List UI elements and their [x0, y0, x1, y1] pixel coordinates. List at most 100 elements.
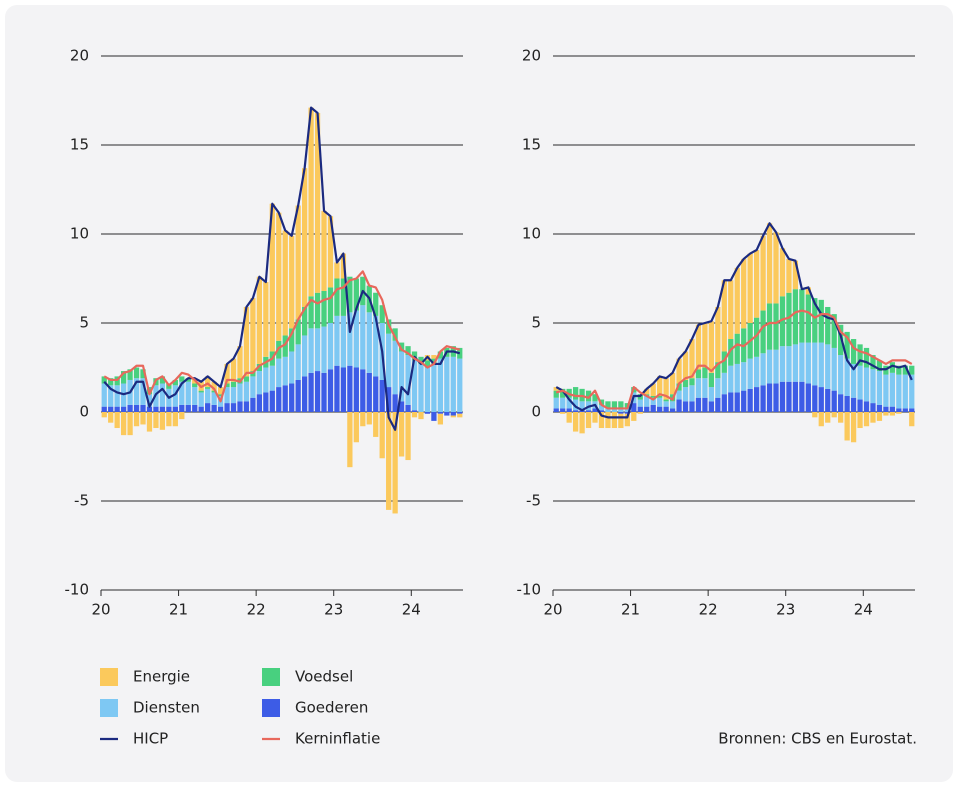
- bar-segment: [437, 358, 444, 412]
- bar-segment: [741, 258, 747, 329]
- bar-segment: [411, 412, 418, 418]
- bar-segment: [256, 363, 263, 372]
- bar-segment: [424, 412, 431, 414]
- bar-segment: [657, 397, 663, 407]
- bar-segment: [120, 412, 127, 436]
- bar-segment: [405, 412, 411, 461]
- bar-segment: [431, 412, 437, 421]
- bar-segment: [289, 328, 295, 352]
- bar-segment: [159, 406, 166, 412]
- bar-segment: [618, 413, 624, 429]
- bar-segment: [605, 401, 611, 409]
- bar-segment: [909, 374, 915, 409]
- bar-segment: [172, 379, 178, 386]
- legend-label: Diensten: [133, 699, 200, 717]
- bar-segment: [598, 399, 605, 405]
- bar-segment: [644, 406, 650, 412]
- bar-segment: [766, 349, 773, 384]
- bar-segment: [276, 358, 282, 388]
- bar-segment: [256, 276, 263, 364]
- bar-segment: [753, 250, 760, 318]
- bar-segment: [250, 298, 256, 372]
- bar-segment: [133, 378, 140, 405]
- bar-segment: [876, 404, 883, 412]
- bar-segment: [889, 406, 896, 412]
- bar-segment: [295, 379, 301, 412]
- bar-segment: [618, 408, 624, 412]
- bar-segment: [876, 371, 883, 405]
- bar-segment: [321, 326, 327, 373]
- bar-segment: [185, 404, 191, 412]
- bar-segment: [295, 205, 301, 320]
- bar-segment: [799, 381, 805, 412]
- legend-swatch: [100, 699, 118, 717]
- y-tick-label: 0: [531, 403, 541, 421]
- bar-segment: [386, 412, 392, 510]
- bar-segment: [598, 410, 605, 412]
- bar-segment: [657, 395, 663, 398]
- bar-segment: [366, 372, 372, 412]
- bar-segment: [870, 412, 876, 423]
- bar-segment: [773, 232, 779, 304]
- bar-segment: [159, 376, 166, 384]
- bar-segment: [650, 383, 656, 396]
- bar-segment: [185, 381, 191, 405]
- bar-segment: [308, 107, 314, 297]
- bar-segment: [185, 378, 191, 382]
- bar-segment: [205, 388, 211, 404]
- bar-segment: [689, 339, 695, 379]
- bar-segment: [301, 376, 308, 412]
- bar-segment: [889, 412, 896, 416]
- bar-segment: [230, 403, 237, 412]
- bar-segment: [327, 369, 334, 412]
- bar-segment: [695, 397, 702, 412]
- bar-segment: [747, 253, 753, 323]
- bar-segment: [676, 383, 682, 391]
- bar-segment: [669, 372, 676, 395]
- bar-segment: [663, 406, 669, 412]
- bar-segment: [211, 392, 217, 405]
- bar-segment: [734, 267, 740, 334]
- bar-segment: [140, 404, 146, 412]
- bar-segment: [566, 397, 572, 409]
- bar-segment: [695, 378, 702, 398]
- bar-segment: [637, 399, 643, 407]
- bar-segment: [838, 394, 844, 412]
- bar-segment: [650, 395, 656, 398]
- bar-segment: [838, 412, 844, 423]
- legend-swatch: [100, 668, 118, 686]
- bar-segment: [289, 351, 295, 384]
- bar-segment: [663, 378, 669, 400]
- bar-segment: [282, 335, 288, 357]
- bar-segment: [282, 385, 288, 412]
- bar-segment: [211, 404, 217, 412]
- bar-segment: [760, 353, 766, 386]
- bar-segment: [831, 347, 837, 391]
- bar-segment: [179, 376, 185, 382]
- bar-segment: [663, 399, 669, 402]
- bar-segment: [883, 406, 889, 412]
- bar-segment: [457, 358, 463, 412]
- bar-segment: [392, 340, 398, 395]
- bar-segment: [786, 258, 792, 293]
- bar-segment: [850, 397, 857, 412]
- bar-segment: [786, 346, 792, 382]
- bar-segment: [146, 394, 153, 407]
- bar-segment: [314, 328, 321, 372]
- bar-segment: [424, 360, 431, 368]
- bar-segment: [566, 412, 572, 423]
- bar-segment: [301, 168, 308, 307]
- bar-segment: [715, 378, 721, 398]
- bar-segment: [650, 404, 656, 412]
- bar-segment: [289, 383, 295, 412]
- bar-segment: [676, 390, 682, 400]
- bar-segment: [347, 365, 353, 412]
- bar-segment: [179, 381, 185, 405]
- bar-segment: [715, 306, 721, 363]
- x-tick-label: 21: [621, 601, 640, 619]
- bar-segment: [120, 371, 127, 384]
- bar-segment: [444, 356, 450, 412]
- bar-segment: [663, 401, 669, 407]
- bar-segment: [773, 303, 779, 350]
